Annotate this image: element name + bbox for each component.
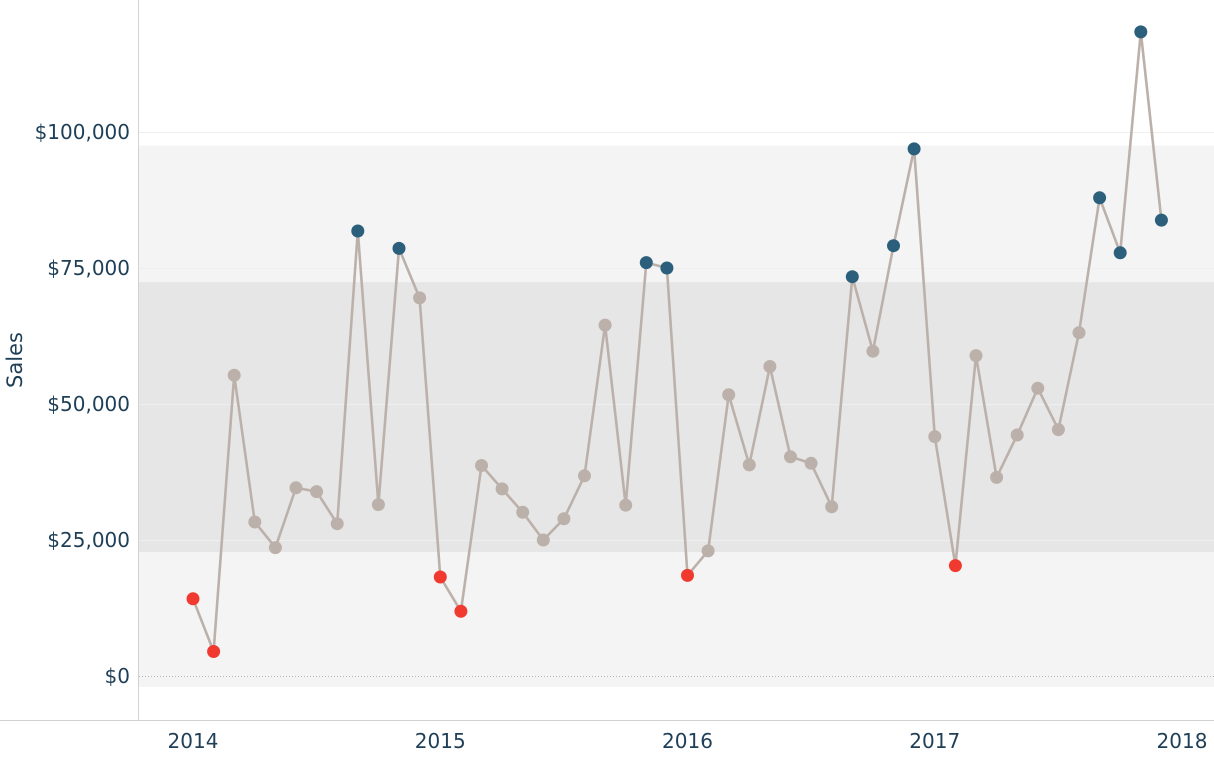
y-tick-labels: $0 $25,000 $50,000 $75,000 $100,000 <box>35 120 130 688</box>
data-point <box>475 459 488 472</box>
axes: Sales <box>0 0 1214 721</box>
data-points <box>186 25 1168 658</box>
data-point <box>701 544 715 558</box>
data-point <box>763 360 777 373</box>
data-point <box>248 515 262 529</box>
data-point <box>330 517 344 531</box>
y-tick-label: $75,000 <box>47 256 130 280</box>
data-point <box>227 368 241 382</box>
x-tick-label: 2015 <box>415 729 466 753</box>
data-point <box>392 241 406 255</box>
data-point <box>516 505 530 519</box>
series-line <box>191 30 1163 653</box>
data-point <box>413 291 427 305</box>
data-point <box>351 224 365 238</box>
data-point <box>268 541 282 555</box>
data-point <box>804 456 818 470</box>
data-point <box>557 512 571 526</box>
x-tick-label: 2018 <box>1157 729 1208 753</box>
data-point <box>845 270 859 284</box>
y-tick-label: $25,000 <box>47 528 130 552</box>
y-tick-label: $100,000 <box>35 120 130 144</box>
data-point <box>969 349 983 363</box>
data-point <box>371 498 385 512</box>
data-point <box>928 430 942 444</box>
data-point <box>598 318 612 332</box>
x-tick-label: 2014 <box>168 729 219 753</box>
data-point <box>495 482 509 496</box>
data-point <box>1010 428 1024 442</box>
data-point <box>1051 423 1065 437</box>
data-point <box>907 142 921 156</box>
data-point <box>887 239 900 253</box>
data-point <box>289 481 303 495</box>
y-tick-label: $0 <box>105 664 130 688</box>
data-point <box>1134 25 1148 39</box>
data-point <box>454 604 468 618</box>
data-point <box>186 592 200 606</box>
data-point <box>660 261 674 275</box>
data-point <box>207 645 221 658</box>
data-point <box>1113 246 1127 260</box>
series-line-layer <box>191 30 1163 653</box>
data-point <box>1072 326 1086 340</box>
data-point <box>536 533 550 547</box>
data-point <box>619 498 633 512</box>
x-tick-label: 2017 <box>909 729 960 753</box>
data-point <box>784 450 797 464</box>
data-point <box>578 469 591 483</box>
data-point <box>1031 381 1045 395</box>
data-point <box>866 344 880 358</box>
data-point <box>722 388 736 402</box>
y-tick-label: $50,000 <box>47 392 130 416</box>
data-point <box>639 256 653 270</box>
data-point <box>433 570 447 584</box>
data-point <box>990 470 1004 484</box>
data-point <box>310 485 324 499</box>
data-point <box>948 559 962 573</box>
y-axis-title: Sales <box>3 332 27 388</box>
data-point <box>681 568 694 582</box>
data-point <box>1093 191 1107 205</box>
data-point <box>825 500 839 514</box>
data-point <box>742 458 756 472</box>
x-tick-label: 2016 <box>662 729 713 753</box>
x-tick-labels: 2014 2015 2016 2017 2018 <box>168 729 1208 753</box>
data-point <box>1154 213 1168 227</box>
